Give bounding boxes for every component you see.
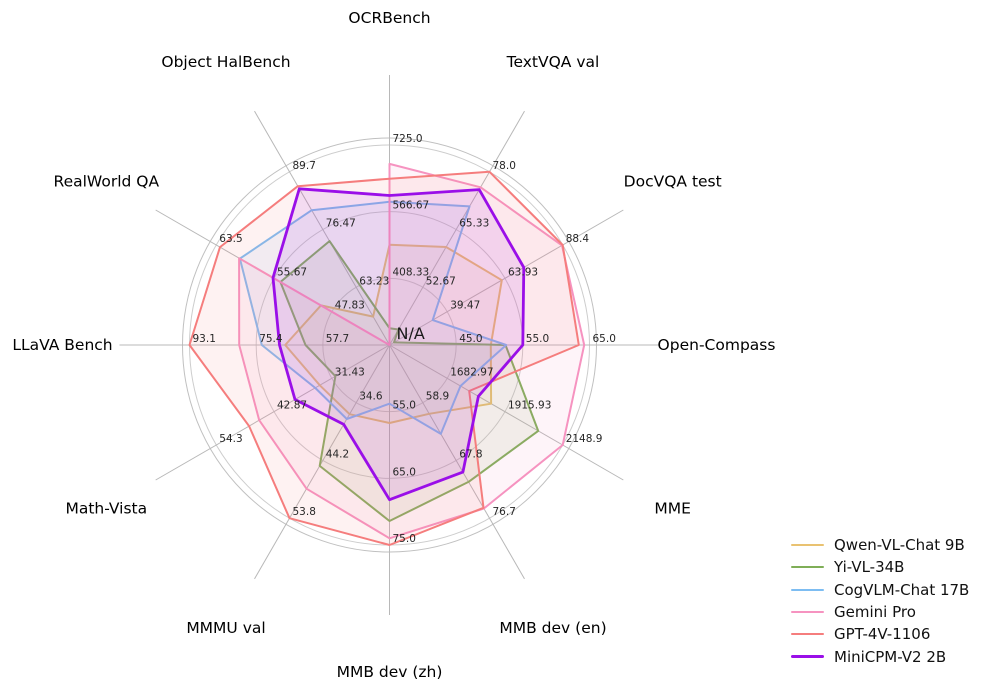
axis-spoke-docvqa-test	[389, 209, 624, 346]
series-fill-gpt-4v-1106	[189, 171, 579, 546]
axis-label-ocrbench: OCRBench	[348, 9, 430, 27]
axis-label-textvqa-val: TextVQA val	[506, 53, 600, 71]
tick-label: 63.93	[508, 266, 538, 278]
axis-label-open-compass: Open-Compass	[658, 336, 776, 354]
tick-label: 78.0	[493, 160, 516, 172]
legend-swatch-minicpm-v2-2b	[791, 655, 824, 659]
series-line-minicpm-v2-2b	[271, 187, 526, 502]
legend-item-gpt-4v-1106: GPT-4V-1106	[791, 623, 969, 645]
tick-label: 1915.93	[508, 400, 551, 412]
axis-label-docvqa-test: DocVQA test	[624, 173, 722, 191]
tick-label: 65.33	[459, 218, 489, 230]
axis-spoke-object-halbench	[254, 110, 390, 346]
tick-label: 54.3	[219, 433, 242, 445]
tick-label: 76.7	[493, 506, 516, 518]
series-fill-qwen-vl-chat-9b	[285, 244, 502, 423]
axis-spoke-math-vista	[155, 344, 390, 481]
tick-label: 47.83	[335, 300, 365, 312]
legend-swatch-gemini-pro	[791, 611, 824, 614]
tick-label: 725.0	[393, 133, 423, 145]
tick-label: 55.0	[393, 400, 416, 412]
axis-label-realworld-qa: RealWorld QA	[54, 173, 160, 191]
tick-label: 75.4	[259, 333, 283, 345]
tick-label: 408.33	[393, 266, 430, 278]
legend-label: MiniCPM-V2 2B	[834, 647, 947, 666]
legend-swatch-gpt-4v-1106	[791, 633, 824, 636]
legend-label: Yi-VL-34B	[834, 558, 905, 577]
tick-label: 1682.97	[450, 366, 493, 378]
axis-label-math-vista: Math-Vista	[65, 500, 147, 518]
tick-label: 42.87	[277, 400, 307, 412]
legend-label: Gemini Pro	[834, 603, 916, 622]
tick-label: 2148.9	[566, 433, 603, 445]
legend-swatch-cogvlm-chat-17b	[791, 588, 824, 591]
tick-label: 45.0	[459, 333, 482, 345]
tick-label: 88.4	[566, 233, 590, 245]
series-fill-cogvlm-chat-17b	[239, 201, 507, 434]
tick-label: 34.6	[359, 391, 383, 403]
tick-label: 58.9	[426, 391, 449, 403]
tick-label: 55.67	[277, 266, 307, 278]
axis-label-mmb-dev-zh: MMB dev (zh)	[337, 663, 443, 681]
legend-item-qwen-vl-chat-9b: Qwen-VL-Chat 9B	[791, 534, 969, 556]
series-fill-yi-vl-34b	[280, 241, 539, 521]
axis-spoke-textvqa-val	[389, 110, 525, 346]
tick-label: 53.8	[293, 506, 316, 518]
tick-label: 63.23	[359, 275, 389, 287]
legend-label: CogVLM-Chat 17B	[834, 580, 970, 599]
legend-label: GPT-4V-1106	[834, 625, 931, 644]
na-center-label: N/A	[397, 324, 425, 343]
axis-label-object-halbench: Object HalBench	[161, 53, 290, 71]
tick-label: 65.0	[393, 466, 416, 478]
legend: Qwen-VL-Chat 9B Yi-VL-34B CogVLM-Chat 17B G…	[791, 534, 969, 668]
tick-label: 566.67	[393, 200, 430, 212]
axis-label-mme: MME	[654, 500, 691, 518]
tick-label: 63.5	[219, 233, 242, 245]
legend-item-yi-vl-34b: Yi-VL-34B	[791, 556, 969, 578]
axis-spoke-mme	[389, 344, 624, 481]
series-fill-gemini-pro	[239, 163, 585, 539]
tick-label: 75.0	[393, 533, 416, 545]
tick-label: 89.7	[293, 160, 316, 172]
legend-item-cogvlm-chat-17b: CogVLM-Chat 17B	[791, 579, 969, 601]
tick-label: 93.1	[193, 333, 216, 345]
tick-label: 76.47	[326, 218, 356, 230]
tick-label: 55.0	[526, 333, 549, 345]
axis-spoke-mmb-dev-en	[389, 344, 525, 580]
tick-label: 57.7	[326, 333, 349, 345]
series-fill-minicpm-v2-2b	[273, 188, 524, 500]
axis-label-mmb-dev-en: MMB dev (en)	[499, 619, 606, 637]
tick-label: 44.2	[326, 449, 349, 461]
series-line-gpt-4v-1106	[188, 170, 580, 546]
legend-item-minicpm-v2-2b: MiniCPM-V2 2B	[791, 645, 969, 667]
tick-label: 65.0	[593, 333, 616, 345]
legend-item-gemini-pro: Gemini Pro	[791, 601, 969, 623]
axis-label-llava-bench: LLaVA Bench	[12, 336, 112, 354]
axis-spoke-mmmu-val	[254, 344, 390, 580]
tick-label: 52.67	[426, 275, 456, 287]
legend-swatch-yi-vl-34b	[791, 566, 824, 569]
legend-label: Qwen-VL-Chat 9B	[834, 536, 965, 555]
axis-label-mmmu-val: MMMU val	[186, 619, 265, 637]
legend-swatch-qwen-vl-chat-9b	[791, 544, 824, 547]
tick-label: 31.43	[335, 366, 365, 378]
tick-label: 67.8	[459, 449, 482, 461]
tick-label: 39.47	[450, 300, 480, 312]
